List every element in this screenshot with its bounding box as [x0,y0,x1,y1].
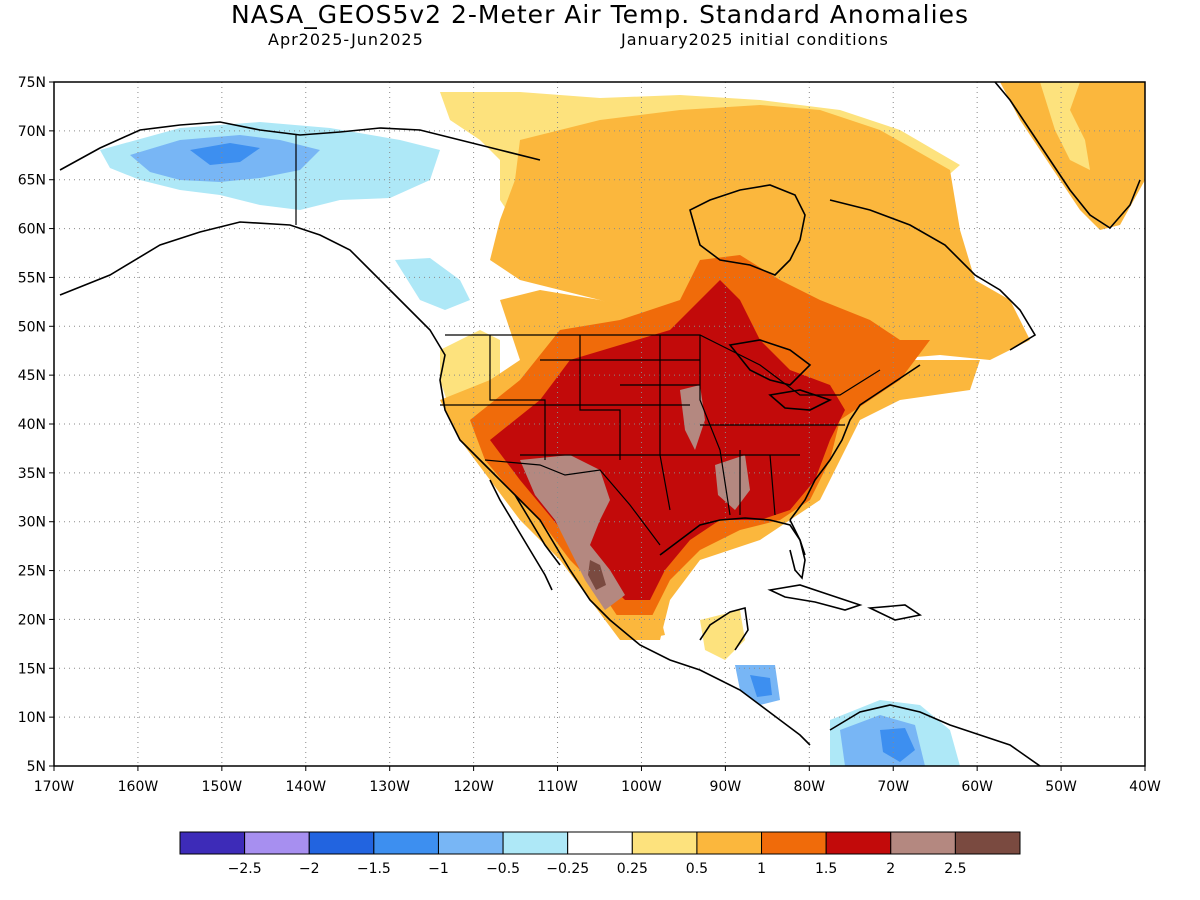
anomaly-canada-orange [490,105,1030,360]
coastline-hispaniola [867,604,923,621]
anomaly-yucatan-yellow [700,610,745,660]
colorbar-label: −1.5 [357,861,391,877]
colorbar [179,831,1021,855]
anomaly-greenland-yellow [1040,82,1090,170]
coastline-gulf-california [514,494,561,566]
anomaly-alaska-mid-blue [190,143,260,165]
colorbar-label: −0.5 [486,861,520,877]
colorbar-swatch [890,831,956,855]
lat-tick-label: 30N [18,515,46,531]
lon-tick-label: 60W [961,779,993,795]
border-state-2 [579,335,621,460]
lat-tick-label: 35N [18,466,46,482]
lon-tick-label: 170W [34,779,75,795]
anomaly-bc-light-blue [395,258,470,310]
coastlines [59,82,1141,766]
colorbar-label: 1 [757,861,766,877]
lat-tick-label: 55N [18,270,46,286]
colorbar-swatch [567,831,633,855]
coastline-baja [489,479,553,591]
colorbar-swatch [761,831,827,855]
lat-tick-label: 75N [18,75,46,91]
coastline-east-us [789,364,921,521]
colorbar-swatch [954,831,1021,855]
colorbar-swatch [631,831,698,855]
colorbar-swatch [696,831,763,855]
lon-tick-label: 80W [793,779,825,795]
lon-tick-label: 120W [453,779,494,795]
lon-tick-label: 70W [877,779,909,795]
lat-tick-label: 65N [18,173,46,189]
colorbar-label: 2.5 [944,861,966,877]
border-state-1 [489,335,546,460]
lat-tick-label: 10N [18,710,46,726]
latitude-labels: 75N 70N 65N 60N 55N 50N 45N 40N 35N 30N 25N 20N 15N 1… [18,75,46,775]
colorbar-swatch [244,831,310,855]
lat-tick-label: 25N [18,564,46,580]
colorbar-label: 1.5 [815,861,837,877]
initial-conditions: January2025 initial conditions [621,30,889,49]
lon-tick-label: 40W [1129,779,1161,795]
lon-tick-label: 100W [621,779,662,795]
colorbar-label: 0.25 [617,861,648,877]
colorbar-swatch [437,831,504,855]
anomaly-mexico-south-orange [610,615,665,640]
coastline-north-america [59,221,811,746]
colorbar-labels: −2.5 −2 −1.5 −1 −0.5 −0.25 0.25 0.5 1 1.5 2 2.5 [228,861,967,877]
lon-tick-label: 140W [285,779,326,795]
longitude-labels: 170W 160W 150W 140W 130W 120W 110W 100W 90W 80W 70… [34,779,1161,795]
coastline-hudson-bay [689,184,806,276]
colorbar-label: −2 [299,861,320,877]
coastline-greenland [994,82,1141,230]
coastline-labrador [829,199,1037,351]
lon-tick-label: 50W [1045,779,1077,795]
colorbar-label: 0.5 [686,861,708,877]
colorbar-swatch [308,831,375,855]
colorbar-label: −1 [428,861,449,877]
anomaly-south-america-mid-blue [880,728,915,762]
border-us-mexico [484,459,661,546]
coastline-south-america [829,704,1041,766]
forecast-period: Apr2025-Jun2025 [268,30,424,49]
political-borders [295,135,881,546]
coastline-yucatan [699,606,749,651]
graticule [54,82,1145,766]
colorbar-label: −2.5 [228,861,262,877]
colorbar-swatch [373,831,439,855]
colorbar-label: −0.25 [546,861,589,877]
lat-tick-label: 15N [18,661,46,677]
border-state-8 [769,454,776,516]
colorbar-swatch [502,831,569,855]
border-state-5 [659,335,671,511]
lon-tick-label: 150W [202,779,243,795]
coastline-cuba [767,584,863,611]
anomaly-mexico-dark-brown [588,560,606,590]
coastline-florida [789,519,806,580]
lon-tick-label: 160W [118,779,159,795]
lat-tick-label: 45N [18,368,46,384]
lat-tick-label: 20N [18,612,46,628]
anomaly-southeast-brown [715,455,750,510]
lat-tick-label: 50N [18,319,46,335]
lon-tick-label: 130W [369,779,410,795]
anomaly-central-brown [680,385,705,450]
tick-marks [49,81,1146,771]
anomaly-field [100,82,1145,766]
lat-tick-label: 70N [18,124,46,140]
lon-tick-label: 110W [537,779,578,795]
colorbar-swatch [179,831,246,855]
colorbar-label: 2 [886,861,895,877]
map-title: NASA_GEOS5v2 2-Meter Air Temp. Standard … [231,0,969,29]
lat-tick-label: 5N [27,759,46,775]
lon-tick-label: 90W [710,779,742,795]
coastline-alaska-north [59,121,541,171]
lat-tick-label: 60N [18,222,46,238]
colorbar-swatch [825,831,892,855]
coastline-great-lakes [728,339,812,386]
anomaly-central-america-mid-blue [750,675,772,697]
lat-tick-label: 40N [18,417,46,433]
